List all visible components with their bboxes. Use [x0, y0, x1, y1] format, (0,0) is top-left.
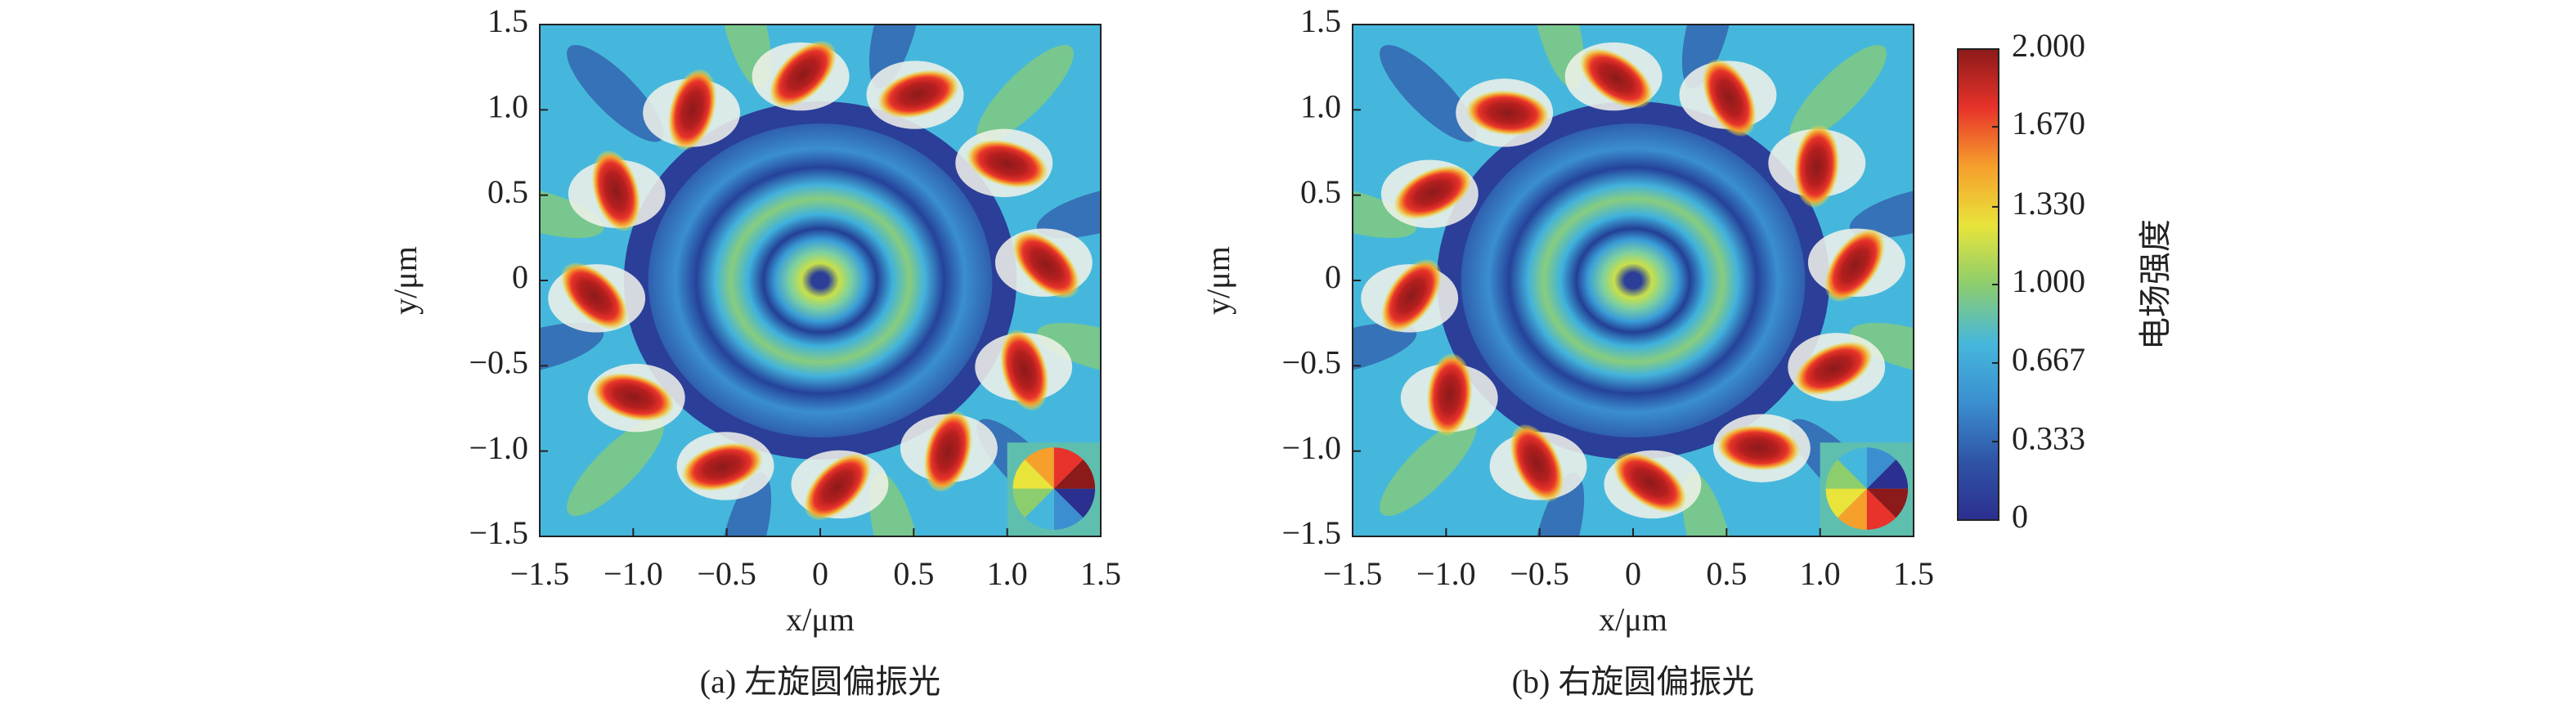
- lobe: [1381, 259, 1442, 332]
- y-tick-label: 0.5: [487, 173, 528, 210]
- x-tick-label: 1.0: [1800, 555, 1841, 592]
- colorbar: [1957, 48, 1999, 521]
- lobe: [1466, 90, 1549, 136]
- y-tick-label: 1.0: [1300, 88, 1341, 125]
- field-map: [1353, 25, 1914, 536]
- ring-pattern: [648, 123, 993, 437]
- panel-caption: (a) 左旋圆偏振光: [700, 663, 940, 700]
- colorbar-tick-label: 2.000: [2012, 27, 2085, 64]
- y-axis-label: y/μm: [387, 246, 424, 315]
- lobe: [592, 150, 640, 231]
- inset-wedge: [1866, 447, 1896, 489]
- x-tick-label: −1.0: [604, 555, 663, 592]
- lobe: [1427, 353, 1472, 436]
- lobe: [924, 410, 972, 492]
- inset-wedge: [1025, 488, 1054, 530]
- x-tick-label: −1.5: [510, 555, 570, 592]
- inset-wedge: [1012, 488, 1054, 518]
- lobe: [561, 262, 628, 330]
- y-tick-label: −1.0: [1281, 429, 1341, 466]
- inset-wedge: [1838, 488, 1867, 530]
- lobe: [1580, 48, 1653, 109]
- inset-wedge: [1825, 460, 1867, 489]
- x-tick-label: −1.0: [1416, 555, 1476, 592]
- y-tick-label: −1.5: [1281, 514, 1341, 551]
- field-streak: [976, 45, 1074, 142]
- field-streak: [1380, 45, 1477, 142]
- x-tick-label: −1.5: [1323, 555, 1383, 592]
- x-axis-label: x/μm: [786, 601, 855, 638]
- lobe: [1717, 425, 1800, 471]
- field-streak: [567, 45, 664, 142]
- inset-wedge: [1012, 460, 1054, 489]
- lobe: [1795, 342, 1873, 396]
- colorbar-label: 电场强度: [2137, 219, 2174, 350]
- colorbar-tick-label: 0.667: [2012, 341, 2085, 378]
- y-tick-label: −0.5: [1281, 344, 1341, 381]
- field-streak: [567, 419, 664, 516]
- x-tick-label: 0.5: [1706, 555, 1747, 592]
- panel-caption: (b) 右旋圆偏振光: [1512, 663, 1755, 700]
- inset-wedge: [1053, 460, 1096, 489]
- lobe: [1012, 231, 1079, 298]
- y-tick-label: 0.5: [1300, 173, 1341, 210]
- colorbar-tick-label: 1.670: [2012, 105, 2085, 141]
- lobe: [1510, 424, 1564, 502]
- x-axis-label: x/μm: [1599, 601, 1667, 638]
- colorbar-tick-label: 0: [2012, 498, 2028, 535]
- inset-wedge: [1825, 488, 1867, 518]
- y-tick-label: −1.0: [469, 429, 528, 466]
- lobe: [877, 70, 958, 119]
- lobe: [682, 442, 763, 491]
- x-tick-label: 0: [1625, 555, 1641, 592]
- inset-wedge: [1053, 447, 1084, 489]
- lobe: [1824, 229, 1885, 302]
- x-tick-label: −0.5: [1510, 555, 1569, 592]
- y-tick-label: 1.5: [1300, 2, 1341, 39]
- field-streak: [1789, 45, 1887, 142]
- colorbar-tick-label: 0.333: [2012, 419, 2085, 456]
- lobe: [967, 140, 1048, 188]
- x-tick-label: 0.5: [893, 555, 934, 592]
- lobe: [1794, 125, 1839, 208]
- y-tick-label: 0: [512, 258, 528, 295]
- x-tick-label: 0: [812, 555, 828, 592]
- lobe: [1000, 330, 1048, 410]
- y-axis-label: y/μm: [1200, 246, 1236, 315]
- lobe: [1393, 165, 1471, 219]
- y-tick-label: 0: [1325, 258, 1341, 295]
- y-tick-label: −0.5: [469, 344, 528, 381]
- inset-wedge: [1838, 447, 1867, 489]
- y-tick-label: −1.5: [469, 514, 528, 551]
- lobe: [1613, 452, 1686, 513]
- lobe: [668, 69, 716, 150]
- field-map: [540, 25, 1101, 536]
- y-tick-label: 1.0: [487, 88, 528, 125]
- x-tick-label: −0.5: [697, 555, 756, 592]
- x-tick-label: 1.0: [987, 555, 1028, 592]
- x-tick-label: 1.5: [1893, 555, 1934, 592]
- inset-wedge: [1866, 488, 1909, 518]
- ring-pattern: [1461, 123, 1806, 437]
- inset-wedge: [1866, 488, 1896, 530]
- inset-wedge: [1053, 488, 1096, 518]
- lobe: [593, 373, 674, 421]
- inset-wedge: [1025, 447, 1054, 489]
- y-tick-label: 1.5: [487, 2, 528, 39]
- colorbar-tick-label: 1.000: [2012, 262, 2085, 299]
- inset-wedge: [1053, 488, 1084, 530]
- lobe: [1703, 59, 1757, 137]
- x-tick-label: 1.5: [1080, 555, 1121, 592]
- lobe: [770, 41, 837, 108]
- lobe: [804, 453, 871, 520]
- colorbar-tick-label: 1.330: [2012, 185, 2085, 222]
- inset-wedge: [1866, 460, 1909, 489]
- field-streak: [1380, 419, 1477, 516]
